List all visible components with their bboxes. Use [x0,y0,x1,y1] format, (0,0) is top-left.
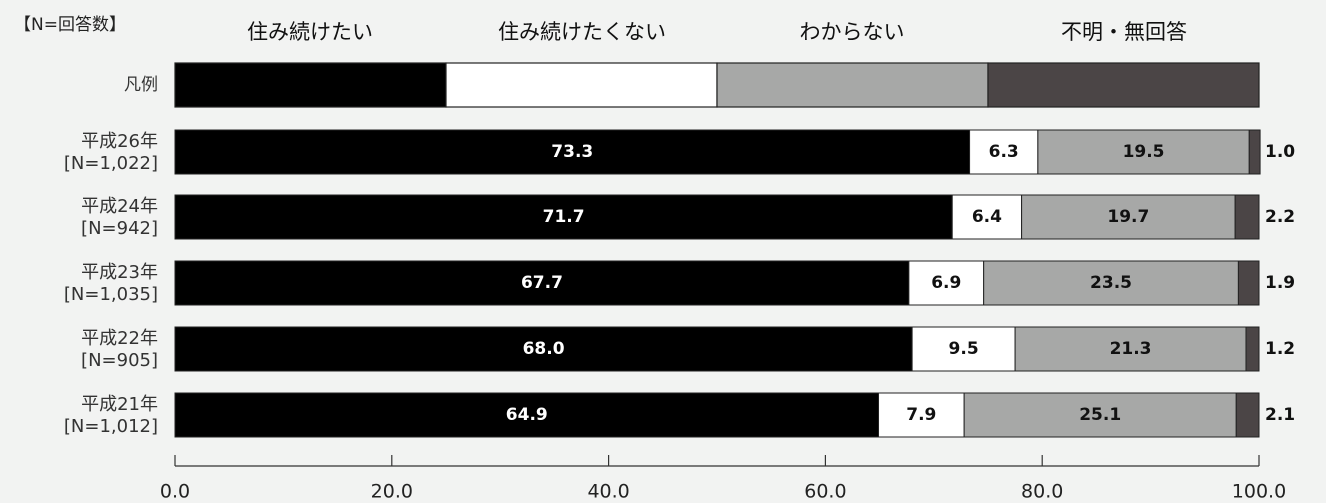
bar-segment [174,260,910,306]
x-tick-label: 80.0 [1021,481,1063,503]
data-label: 9.5 [949,339,979,359]
data-label: 7.9 [906,405,936,425]
legend-label-3: わからない [800,20,905,44]
bar-segment [1235,392,1260,438]
bar-segment [969,129,1039,175]
legend-label-1: 住み続けたい [247,20,373,44]
bar-segment [908,260,985,306]
data-label: 71.7 [543,207,585,227]
row-year-label: 平成22年 [81,328,158,349]
legend-swatch-2 [445,62,718,108]
bar-segment [174,326,913,372]
row-n-label: [N=1,035] [64,284,158,305]
x-tick-label: 0.0 [160,481,190,503]
data-label-outside: 1.2 [1265,339,1295,359]
bar-segment [1248,129,1261,175]
data-label: 73.3 [551,142,593,162]
data-label: 64.9 [506,405,548,425]
n-label: 【N=回答数】 [14,15,126,35]
data-label: 67.7 [521,273,563,293]
bar-segment [1021,194,1236,240]
bar-segment [1014,326,1247,372]
legend-swatch-1 [174,62,447,108]
legend-label-2: 住み続けたくない [498,20,666,44]
row-year-label: 平成26年 [81,131,158,152]
data-label: 6.9 [931,273,961,293]
data-label: 6.4 [972,207,1002,227]
row-year-label: 平成21年 [81,394,158,415]
bar-segment [1237,260,1260,306]
row-year-label: 平成24年 [81,196,158,217]
x-tick-label: 60.0 [804,481,846,503]
data-label: 21.3 [1110,339,1152,359]
x-tick-label: 40.0 [587,481,629,503]
row-n-label: [N=905] [81,350,158,371]
data-label: 19.5 [1123,142,1165,162]
data-label-outside: 2.2 [1265,207,1295,227]
bar-segment [1234,194,1260,240]
legend-swatch-3 [716,62,989,108]
data-label-outside: 1.9 [1265,273,1295,293]
x-tick-label: 20.0 [371,481,413,503]
legend-swatch-4 [987,62,1260,108]
row-year-label: 平成23年 [81,262,158,283]
bar-segment [951,194,1023,240]
bar-segment [878,392,965,438]
legend-headers: 住み続けたい 住み続けたくない わからない 不明・無回答 [247,20,1187,44]
row-n-label: [N=1,022] [64,153,158,174]
x-axis: 0.0 20.0 40.0 60.0 80.0 100.0 [160,455,1286,503]
bar-segment [983,260,1239,306]
bar-segment [1245,326,1260,372]
bar-segment [174,129,971,175]
data-label: 23.5 [1090,273,1132,293]
row-n-label: [N=942] [81,218,158,239]
data-label-outside: 1.0 [1265,142,1295,162]
bar-segment [1037,129,1250,175]
x-tick-label: 100.0 [1232,481,1286,503]
data-label: 25.1 [1079,405,1121,425]
legend-row-label: 凡例 [124,75,158,95]
bar-segment [174,392,880,438]
data-label: 19.7 [1107,207,1149,227]
data-label-outside: 2.1 [1265,405,1295,425]
data-label: 6.3 [989,142,1019,162]
row-n-label: [N=1,012] [64,416,158,437]
data-label: 68.0 [523,339,565,359]
legend-label-4: 不明・無回答 [1061,20,1187,44]
bar-segment [174,194,953,240]
